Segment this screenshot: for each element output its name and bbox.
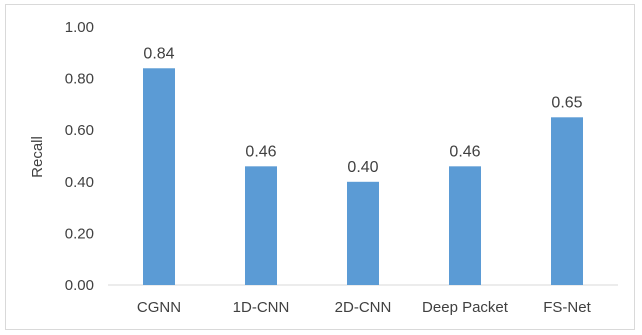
y-tick-label: 0.20 (65, 225, 94, 242)
chart-frame (5, 4, 635, 330)
category-label: FS-Net (543, 299, 591, 316)
category-label: 1D-CNN (233, 299, 290, 316)
data-labels: 0.84 0.46 0.40 0.46 0.65 (143, 45, 582, 176)
bar (245, 166, 277, 285)
bar (347, 181, 379, 285)
x-axis-categories: CGNN 1D-CNN 2D-CNN Deep Packet FS-Net (137, 299, 592, 316)
data-label: 0.46 (245, 143, 276, 160)
bars (143, 68, 583, 285)
data-label: 0.40 (347, 159, 378, 176)
category-label: CGNN (137, 299, 181, 316)
y-tick-label: 0.00 (65, 277, 94, 294)
y-axis-label: Recall (29, 136, 46, 178)
data-label: 0.65 (551, 94, 582, 111)
category-label: 2D-CNN (335, 299, 392, 316)
y-tick-label: 1.00 (65, 19, 94, 36)
category-label: Deep Packet (422, 299, 509, 316)
y-tick-label: 0.60 (65, 122, 94, 139)
bar (143, 68, 175, 285)
data-label: 0.84 (143, 45, 174, 62)
data-label: 0.46 (449, 143, 480, 160)
y-axis-ticks: 0.00 0.20 0.40 0.60 0.80 1.00 (65, 19, 94, 294)
y-tick-label: 0.40 (65, 174, 94, 191)
bar (551, 117, 583, 285)
y-tick-label: 0.80 (65, 71, 94, 88)
bar (449, 166, 481, 285)
